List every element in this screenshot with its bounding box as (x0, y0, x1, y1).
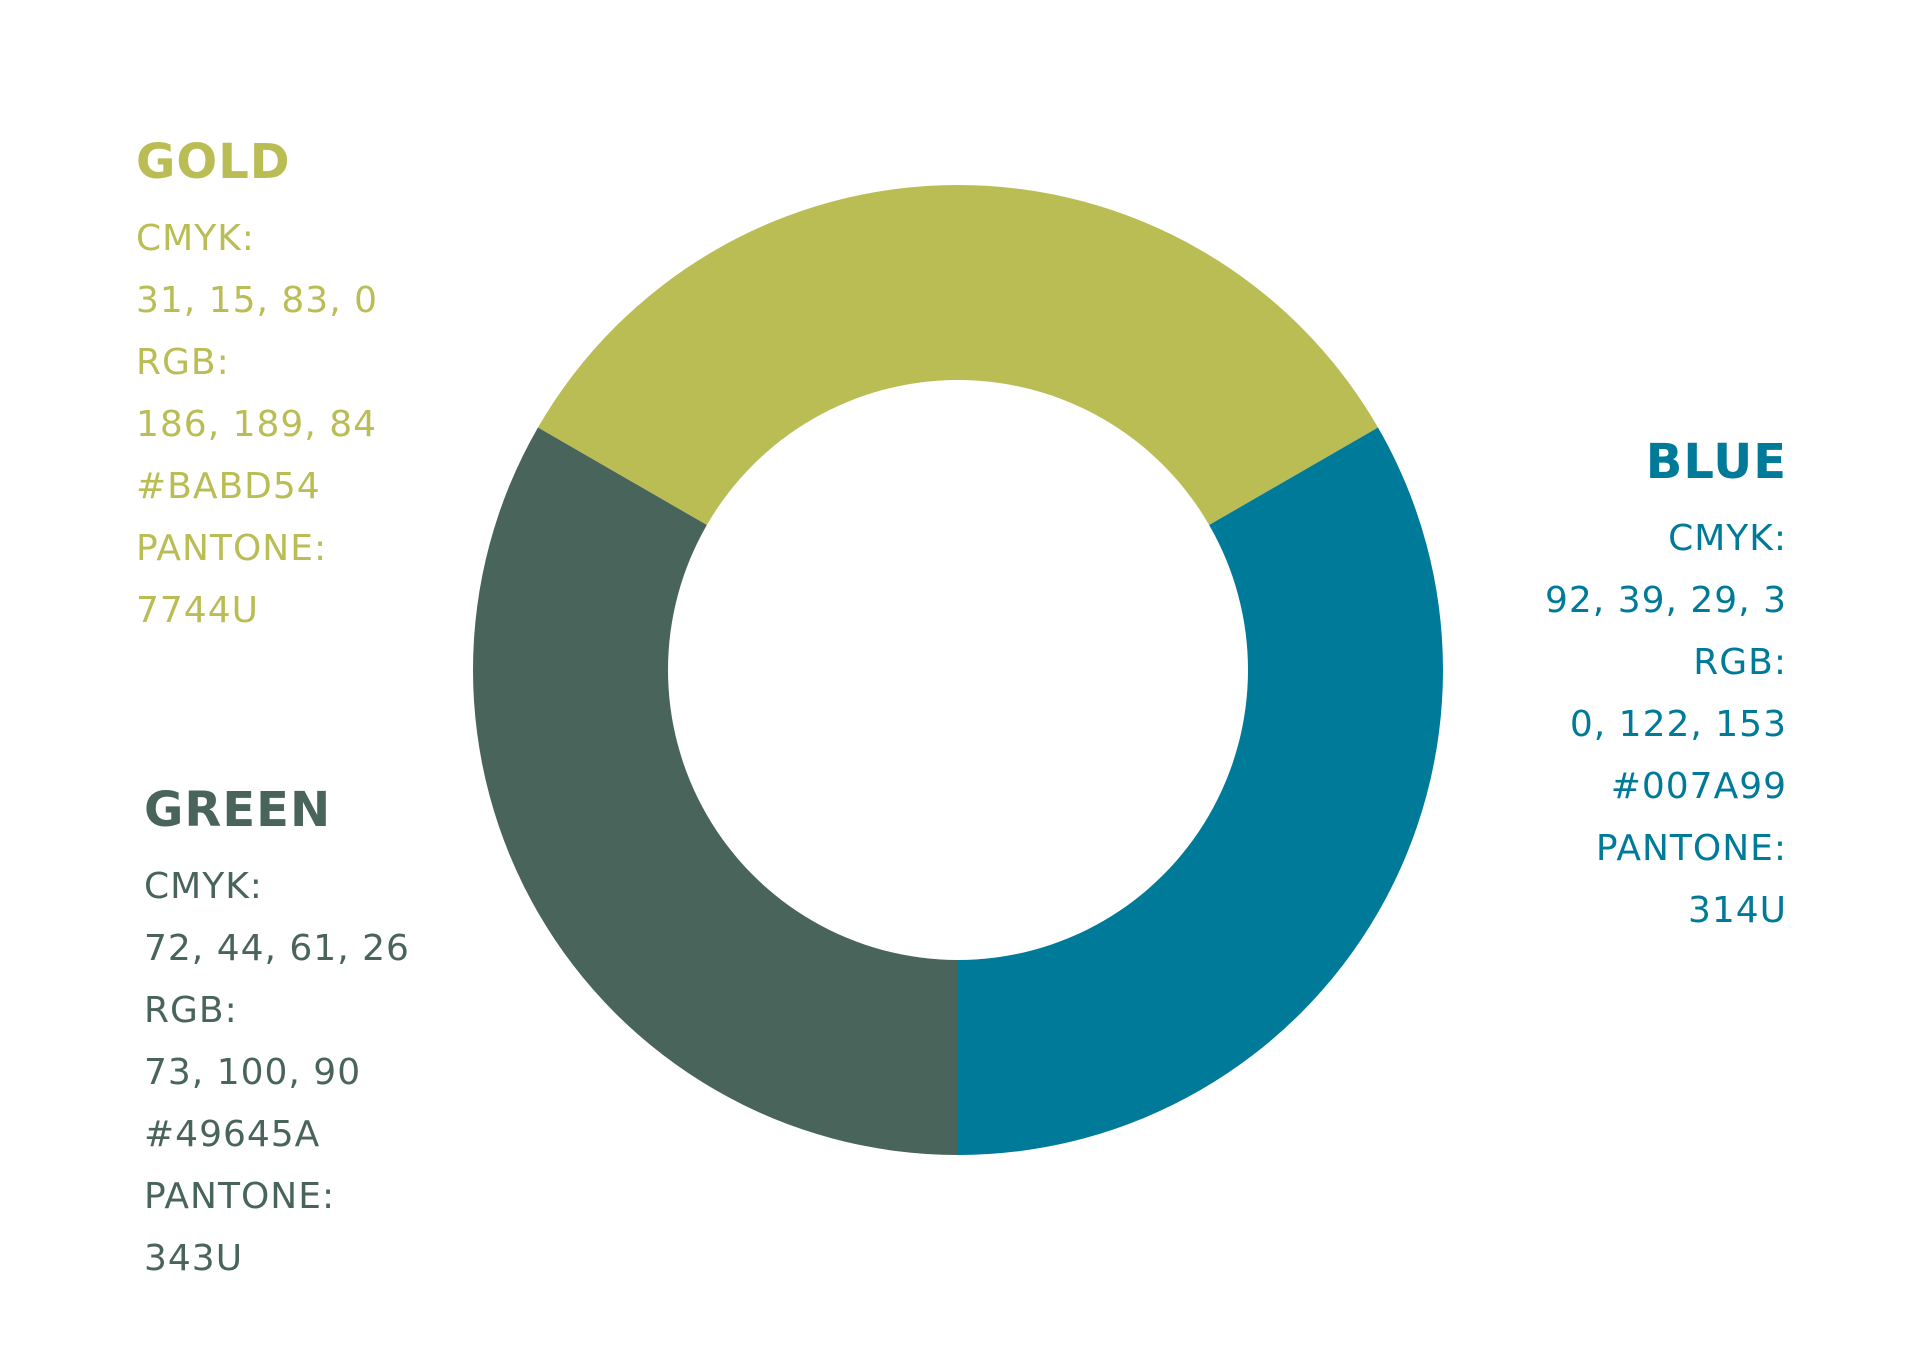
blue-cmyk-value: 92, 39, 29, 3 (1545, 580, 1787, 621)
gold-name: GOLD (136, 134, 291, 190)
gold-swatch-info: GOLD CMYK: 31, 15, 83, 0 RGB: 186, 189, … (136, 138, 378, 642)
donut-segment-green (473, 427, 958, 1155)
donut-segment-gold (537, 184, 1379, 525)
green-cmyk-value: 72, 44, 61, 26 (144, 928, 410, 969)
gold-cmyk-value: 31, 15, 83, 0 (136, 280, 378, 321)
gold-hex-value: #BABD54 (136, 466, 321, 507)
green-rgb-value: 73, 100, 90 (144, 1052, 362, 1093)
blue-pantone-value: 314U (1687, 890, 1787, 931)
blue-swatch-info: BLUE CMYK: 92, 39, 29, 3 RGB: 0, 122, 15… (1545, 438, 1787, 942)
gold-pantone-value: 7744U (136, 590, 259, 631)
blue-name: BLUE (1645, 434, 1787, 490)
green-pantone-label: PANTONE: (144, 1176, 336, 1217)
gold-cmyk-label: CMYK: (136, 218, 255, 259)
blue-pantone-label: PANTONE: (1595, 828, 1787, 869)
blue-hex-value: #007A99 (1610, 766, 1787, 807)
gold-pantone-label: PANTONE: (136, 528, 328, 569)
green-swatch-info: GREEN CMYK: 72, 44, 61, 26 RGB: 73, 100,… (144, 786, 410, 1290)
green-cmyk-label: CMYK: (144, 866, 263, 907)
green-pantone-value: 343U (144, 1238, 244, 1279)
green-hex-value: #49645A (144, 1114, 321, 1155)
gold-rgb-label: RGB: (136, 342, 230, 383)
donut-segment-blue (958, 427, 1444, 1155)
blue-rgb-value: 0, 122, 153 (1569, 704, 1787, 745)
green-rgb-label: RGB: (144, 990, 238, 1031)
blue-rgb-label: RGB: (1693, 642, 1787, 683)
blue-cmyk-label: CMYK: (1668, 518, 1787, 559)
gold-rgb-value: 186, 189, 84 (136, 404, 378, 445)
green-name: GREEN (144, 782, 332, 838)
